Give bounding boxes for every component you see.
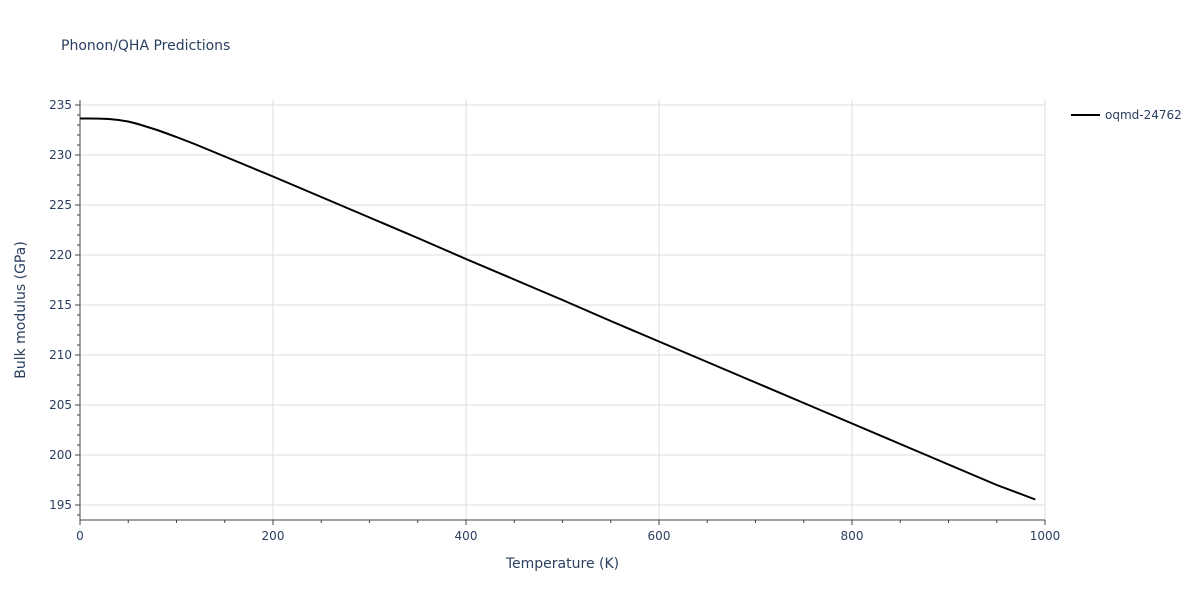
tick-labels: 0 200 400 600 800 1000 195 200 205 210 215 220 225 23… (49, 98, 1060, 543)
y-tick-label: 220 (49, 248, 72, 262)
axes (75, 100, 1046, 525)
series-line (80, 117, 1036, 501)
legend-label: oqmd-24762 (1105, 108, 1182, 122)
x-tick-label: 200 (262, 529, 285, 543)
x-axis-title: Temperature (K) (505, 556, 619, 572)
y-tick-label: 230 (49, 148, 72, 162)
x-tick-label: 600 (648, 529, 671, 543)
y-tick-label: 200 (49, 448, 72, 462)
x-tick-label: 1000 (1030, 529, 1061, 543)
legend[interactable]: oqmd-24762 (1071, 108, 1182, 122)
series-layer (80, 117, 1036, 501)
y-tick-label: 195 (49, 498, 72, 512)
grid (80, 100, 1046, 520)
y-tick-label: 210 (49, 348, 72, 362)
y-tick-label: 215 (49, 298, 72, 312)
chart-title: Phonon/QHA Predictions (61, 38, 230, 54)
y-tick-label: 205 (49, 398, 72, 412)
y-tick-label: 235 (49, 98, 72, 112)
x-tick-label: 0 (76, 529, 84, 543)
y-tick-label: 225 (49, 198, 72, 212)
x-tick-label: 800 (841, 529, 864, 543)
x-tick-label: 400 (455, 529, 478, 543)
y-axis-title: Bulk modulus (GPa) (13, 241, 29, 379)
